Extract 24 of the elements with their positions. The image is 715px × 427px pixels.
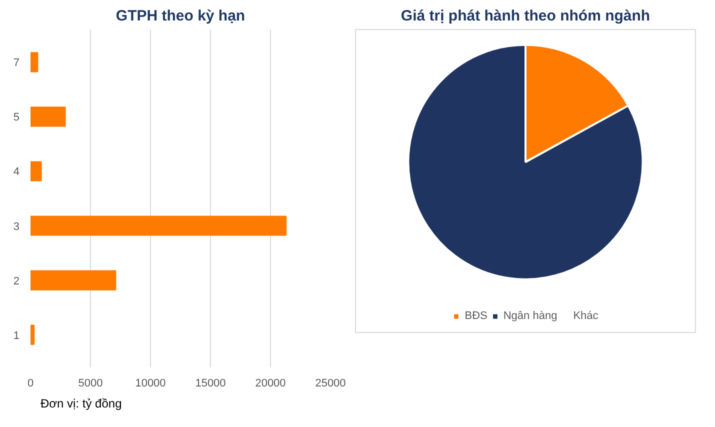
x-tick-label: 20000 bbox=[255, 378, 286, 390]
y-tick-label: 2 bbox=[13, 275, 20, 288]
chart-title: Giá trị phát hành theo nhóm ngành bbox=[400, 8, 650, 24]
bar bbox=[30, 324, 35, 345]
bar bbox=[30, 161, 42, 182]
x-tick-label: 0 bbox=[27, 378, 34, 390]
legend-label: Ngân hàng bbox=[503, 310, 558, 322]
x-tick-label: 25000 bbox=[315, 378, 346, 390]
y-tick-label: 7 bbox=[13, 57, 20, 70]
y-tick-label: 1 bbox=[13, 330, 20, 342]
y-tick-label: 3 bbox=[13, 220, 20, 233]
x-tick-label: 5000 bbox=[78, 378, 103, 390]
y-tick-label: 5 bbox=[13, 112, 20, 124]
bar bbox=[30, 106, 66, 127]
bar bbox=[30, 52, 38, 72]
x-tick-label: 15000 bbox=[195, 378, 226, 390]
chart-title: GTPH theo kỳ hạn bbox=[116, 8, 246, 24]
category-label: Khác bbox=[573, 310, 598, 322]
x-tick-label: 10000 bbox=[135, 378, 166, 390]
text: Đơn vị: tỷ đồng bbox=[40, 396, 122, 410]
bar bbox=[30, 216, 287, 236]
bar bbox=[30, 270, 116, 290]
y-tick-label: 4 bbox=[13, 166, 20, 178]
legend-label: BĐS bbox=[464, 310, 488, 322]
